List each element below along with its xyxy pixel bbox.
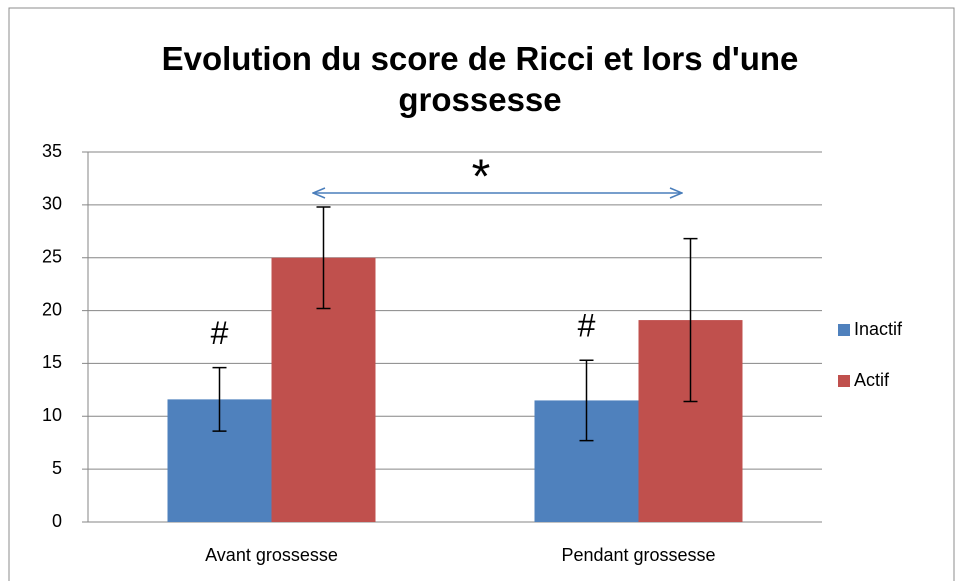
error-bar bbox=[212, 366, 227, 432]
chart-title: Evolution du score de Ricci et lors d'un… bbox=[161, 40, 799, 118]
x-tick-label: Pendant grossesse bbox=[561, 545, 715, 565]
legend-swatch bbox=[838, 375, 850, 387]
error-bar bbox=[579, 359, 594, 442]
annotation: * bbox=[472, 151, 491, 204]
legend-swatch bbox=[838, 324, 850, 336]
error-bar bbox=[316, 206, 331, 310]
y-tick-label: 15 bbox=[42, 352, 62, 372]
annotation: # bbox=[211, 315, 229, 351]
y-tick-label: 35 bbox=[42, 141, 62, 161]
annotation: # bbox=[578, 308, 596, 344]
y-tick-label: 10 bbox=[42, 405, 62, 425]
y-tick-label: 20 bbox=[42, 299, 62, 319]
legend-label: Actif bbox=[854, 370, 890, 390]
y-tick-label: 25 bbox=[42, 246, 62, 266]
y-tick-label: 30 bbox=[42, 194, 62, 214]
legend-label: Inactif bbox=[854, 319, 903, 339]
y-tick-label: 0 bbox=[52, 511, 62, 531]
error-bar bbox=[683, 237, 698, 403]
chart-border bbox=[8, 7, 955, 581]
x-tick-label: Avant grossesse bbox=[205, 545, 338, 565]
y-tick-label: 5 bbox=[52, 458, 62, 478]
